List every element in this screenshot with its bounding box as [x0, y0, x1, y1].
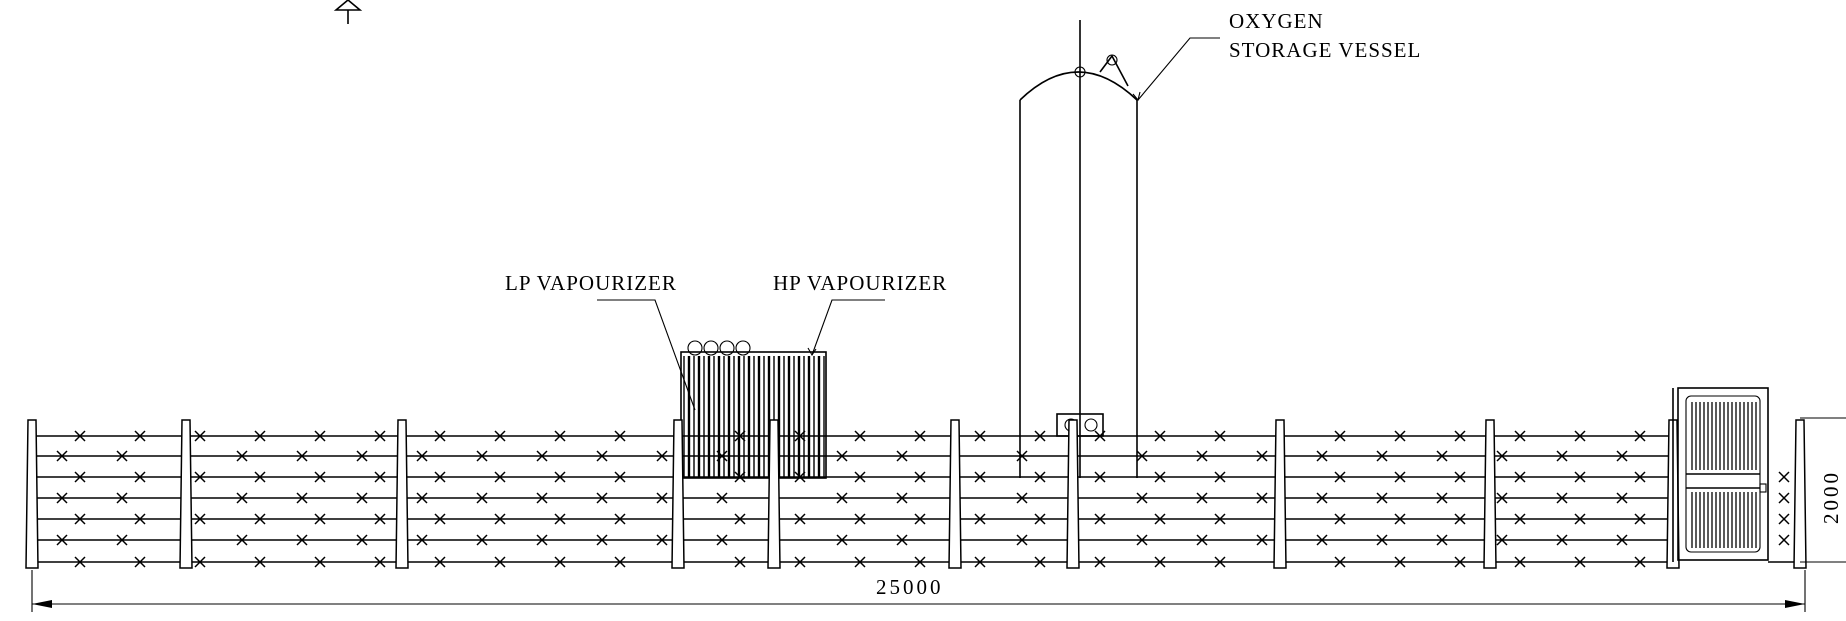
total-length-dimension: 25000 — [876, 575, 944, 599]
oxygen-label-line1: OXYGEN — [1229, 9, 1324, 33]
horizontal-dimension — [31, 570, 1806, 612]
vertical-dimension — [1800, 417, 1846, 563]
fence-height-dimension: 2000 — [1819, 470, 1843, 524]
north-symbol — [333, 0, 363, 24]
hp-vapourizer-label: HP VAPOURIZER — [773, 271, 947, 295]
lp-vapourizer-label: LP VAPOURIZER — [505, 271, 677, 295]
lp-vapourizer-unit — [680, 340, 827, 479]
oxygen-label-line2: STORAGE VESSEL — [1229, 38, 1421, 62]
oxygen-storage-vessel — [1019, 20, 1138, 478]
access-gate — [1672, 387, 1769, 562]
leader-lines — [597, 37, 1220, 411]
chain-link-fence — [25, 419, 1807, 569]
